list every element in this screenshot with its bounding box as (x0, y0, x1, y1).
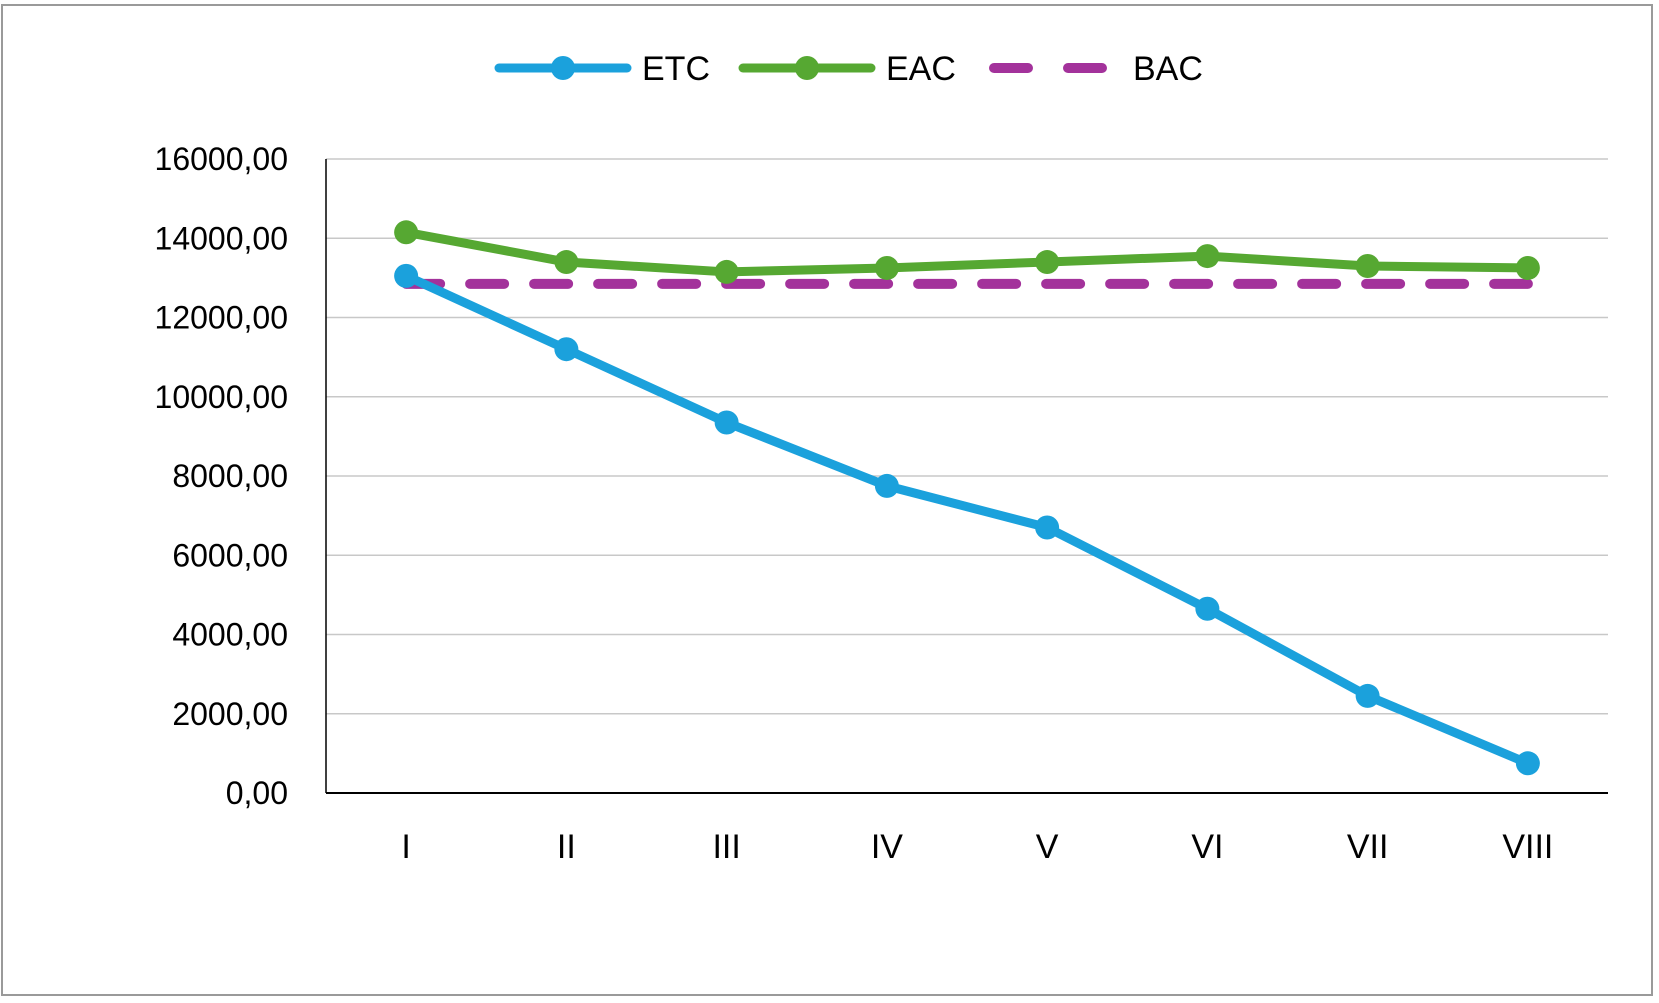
y-tick-label: 6000,00 (172, 537, 288, 573)
y-tick-label: 10000,00 (155, 379, 288, 415)
series-eac (394, 220, 1540, 284)
y-tick-label: 0,00 (226, 775, 288, 811)
chart-frame (1, 4, 1653, 996)
legend-marker (551, 56, 575, 80)
series-group (394, 220, 1540, 776)
x-tick-labels: I II III IV V VI VII VIII (401, 828, 1553, 866)
series-etc (394, 263, 1540, 776)
x-tick-label: IV (871, 828, 903, 866)
x-tick-label: VI (1191, 828, 1223, 866)
y-tick-label: 8000,00 (172, 458, 288, 494)
data-point (554, 250, 579, 275)
data-point (1195, 244, 1220, 269)
series-line (401, 227, 1533, 277)
data-point (874, 473, 899, 498)
legend-label: EAC (886, 50, 956, 88)
y-tick-label: 16000,00 (155, 141, 288, 177)
legend-item-etc: ETC (494, 50, 710, 88)
data-point (394, 263, 419, 288)
y-tick-label: 4000,00 (172, 617, 288, 653)
x-tick-label: III (712, 828, 740, 866)
data-point (1515, 751, 1540, 776)
x-tick-label: I (401, 828, 410, 866)
data-point (1035, 515, 1060, 540)
series-line (401, 271, 1533, 768)
data-point (874, 255, 899, 280)
legend-item-eac: EAC (738, 50, 956, 88)
legend: ETC EAC BAC (494, 50, 1203, 88)
data-point (554, 337, 579, 362)
y-tick-labels: 0,00 2000,00 4000,00 6000,00 8000,00 10000,00… (155, 141, 288, 811)
data-point (1355, 253, 1380, 278)
y-tick-label: 12000,00 (155, 300, 288, 336)
gridlines (326, 158, 1608, 715)
y-tick-label: 14000,00 (155, 220, 288, 256)
legend-item-bac: BAC (989, 50, 1203, 88)
x-tick-label: VII (1347, 828, 1389, 866)
legend-label: BAC (1133, 50, 1203, 88)
legend-marker (795, 56, 819, 80)
x-tick-label: II (557, 828, 576, 866)
x-tick-label: VIII (1502, 828, 1553, 866)
data-point (1035, 250, 1060, 275)
data-point (1195, 596, 1220, 621)
data-point (1355, 683, 1380, 708)
y-tick-label: 2000,00 (172, 696, 288, 732)
data-point (1515, 255, 1540, 280)
axes (325, 159, 1608, 794)
x-tick-label: V (1036, 828, 1059, 866)
data-point (714, 259, 739, 284)
data-point (714, 410, 739, 435)
legend-label: ETC (642, 50, 710, 88)
data-point (394, 220, 419, 245)
